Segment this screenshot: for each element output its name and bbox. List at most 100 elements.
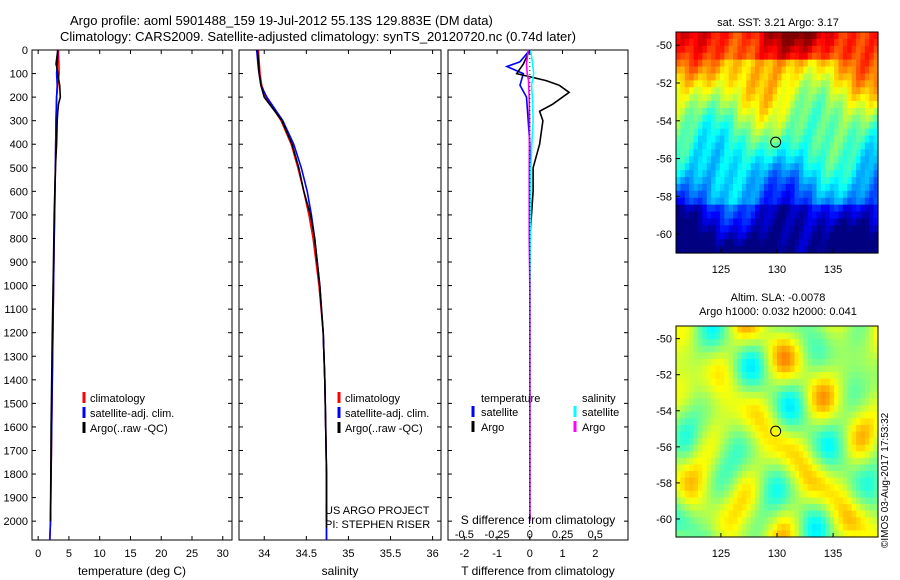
- map-cell: [847, 128, 853, 137]
- map-cell: [873, 398, 879, 406]
- map-cell: [790, 163, 796, 171]
- map-cell: [684, 142, 690, 151]
- map-cell: [750, 484, 756, 492]
- map-cell: [842, 484, 848, 492]
- map-cell: [803, 464, 809, 472]
- map-cell: [772, 523, 778, 531]
- map-cell: [763, 59, 769, 68]
- map-cell: [746, 484, 752, 492]
- map-cell: [842, 66, 848, 75]
- map-cell: [842, 107, 848, 116]
- map-cell: [860, 517, 866, 525]
- map-cell: [851, 94, 857, 102]
- map-cell: [733, 218, 739, 226]
- map-cell: [728, 484, 734, 492]
- map-cell: [838, 372, 844, 380]
- map-cell: [856, 477, 862, 485]
- map-cell: [816, 107, 822, 116]
- map-cell: [812, 128, 818, 137]
- map-cell: [768, 398, 774, 406]
- map-cell: [869, 38, 875, 47]
- map-cell: [676, 444, 681, 452]
- map-cell: [856, 52, 862, 61]
- map-cell: [741, 398, 747, 406]
- map-cell: [847, 411, 853, 419]
- map-cell: [781, 170, 787, 178]
- map-cell: [838, 451, 844, 459]
- map-cell: [825, 232, 831, 240]
- map-cell: [697, 107, 703, 116]
- map-cell: [851, 156, 857, 164]
- map-cell: [825, 444, 831, 452]
- map-cell: [768, 365, 774, 373]
- map-cell: [869, 32, 875, 40]
- map-cell: [737, 225, 743, 233]
- map-cell: [838, 190, 844, 199]
- map-cell: [684, 80, 690, 88]
- panel-frame-difference-profile: [447, 49, 629, 541]
- map-cell: [689, 38, 695, 47]
- map-cell: [724, 497, 730, 505]
- map-cell: [746, 38, 752, 47]
- map-cell: [724, 66, 730, 75]
- map-cell: [746, 225, 752, 233]
- map-cell: [715, 378, 721, 386]
- map-cell: [676, 87, 681, 95]
- map-cell: [768, 135, 774, 144]
- map-cell: [851, 163, 857, 171]
- map-cell: [733, 101, 739, 109]
- map-cell: [684, 107, 690, 116]
- map-cell: [763, 38, 769, 47]
- map-cell: [706, 490, 712, 499]
- map-cell: [746, 405, 752, 413]
- map-cell: [816, 239, 822, 247]
- map-cell: [803, 365, 809, 373]
- map-cell: [733, 45, 739, 54]
- map-cell: [790, 385, 796, 393]
- map-cell: [680, 484, 686, 492]
- map-cell: [842, 385, 848, 393]
- map-cell: [842, 59, 848, 68]
- map-cell: [706, 114, 712, 123]
- map-cell: [702, 45, 708, 54]
- map-cell: [724, 149, 730, 157]
- map-cell: [728, 358, 734, 367]
- map-cell: [829, 211, 835, 220]
- map-cell: [711, 204, 717, 213]
- map-cell: [684, 211, 690, 220]
- map-cell: [842, 114, 848, 123]
- map-cell: [829, 114, 835, 123]
- map-cell: [693, 418, 699, 426]
- map-cell: [869, 128, 875, 137]
- map-cell: [763, 73, 769, 81]
- map-cell: [763, 418, 769, 426]
- map-cell: [812, 45, 818, 54]
- map-cell: [864, 365, 870, 373]
- map-cell: [759, 204, 765, 213]
- map-cell: [847, 45, 853, 54]
- map-cell: [711, 135, 717, 144]
- map-cell: [741, 225, 747, 233]
- y-tick-label: 2000: [4, 516, 28, 528]
- map-cell: [838, 197, 844, 206]
- map-cell: [772, 45, 778, 54]
- map-cell: [794, 339, 800, 347]
- map-cell: [790, 135, 796, 144]
- map-cell: [812, 94, 818, 102]
- map-cell: [781, 411, 787, 419]
- map-cell: [838, 163, 844, 171]
- map-cell: [781, 232, 787, 240]
- map-cell: [834, 52, 840, 61]
- map-cell: [812, 38, 818, 47]
- map-cell: [733, 332, 739, 340]
- map-cell: [856, 398, 862, 406]
- map-cell: [873, 517, 879, 525]
- y-tick-label: 1100: [4, 304, 28, 316]
- map-cell: [680, 438, 686, 446]
- map-cell: [829, 190, 835, 199]
- map-cell: [676, 326, 681, 334]
- map-cell: [724, 163, 730, 171]
- map-cell: [781, 471, 787, 479]
- map-cell: [719, 94, 725, 102]
- map-cell: [825, 332, 831, 340]
